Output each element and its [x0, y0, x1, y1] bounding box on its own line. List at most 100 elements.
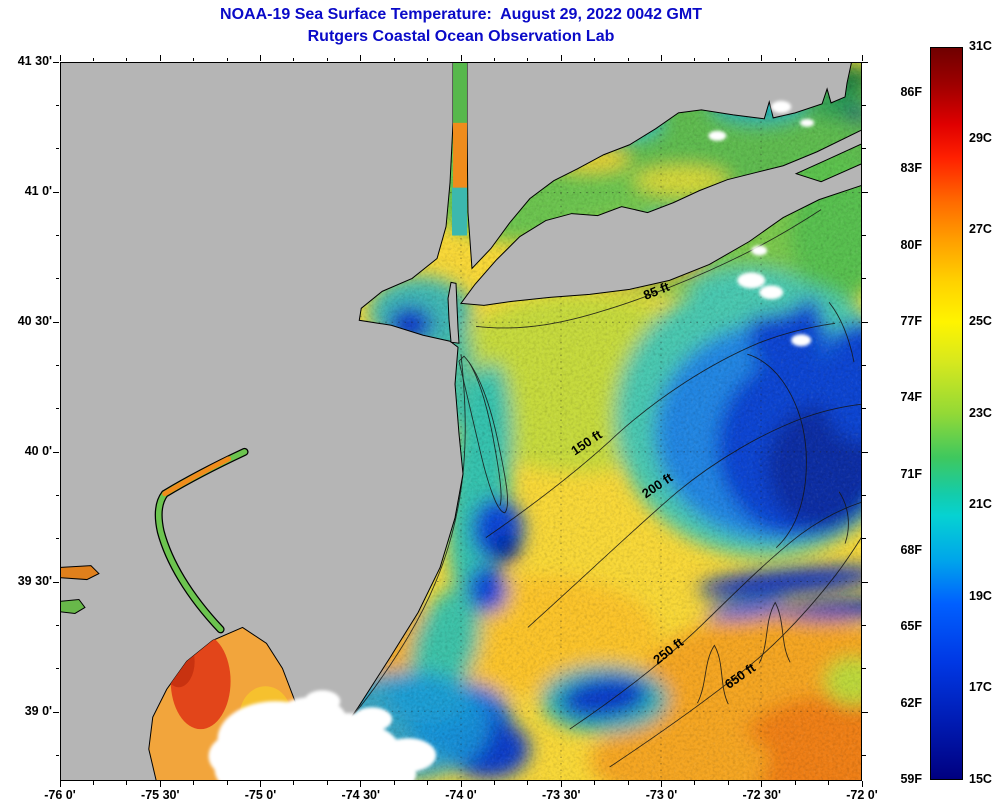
x-axis-minor-tick — [126, 57, 128, 61]
x-axis-minor-tick — [393, 57, 395, 61]
y-axis-minor-tick — [55, 668, 59, 670]
chesapeake-bay-edge — [61, 565, 100, 614]
y-axis-tick — [862, 581, 868, 583]
figure-header: NOAA-19 Sea Surface Temperature: August … — [60, 6, 862, 46]
x-axis-tick-label: -75 30' — [141, 788, 180, 802]
colorbar-celsius-label: 21C — [969, 497, 992, 512]
y-axis-minor-tick — [862, 278, 866, 280]
colorbar-fahrenheit-label: 74F — [900, 390, 922, 405]
temperature-colorbar — [930, 47, 963, 780]
x-axis-minor-tick — [794, 781, 796, 785]
x-axis-tick — [661, 55, 662, 61]
y-axis-minor-tick — [862, 408, 866, 410]
colorbar-celsius-label: 23C — [969, 405, 992, 420]
x-axis-minor-tick — [193, 781, 195, 785]
y-axis-minor-tick — [55, 408, 59, 410]
x-axis-minor-tick — [393, 781, 395, 785]
colorbar-celsius-label: 31C — [969, 39, 992, 53]
x-axis-minor-tick — [493, 57, 495, 61]
x-axis-minor-tick — [594, 57, 596, 61]
x-axis-tick — [59, 55, 61, 61]
y-axis-minor-tick — [862, 234, 866, 236]
x-axis-minor-tick — [694, 57, 696, 61]
x-axis-minor-tick — [193, 57, 195, 61]
x-axis-tick — [761, 55, 763, 61]
y-axis-minor-tick — [862, 538, 866, 540]
y-axis-tick — [862, 451, 868, 453]
hudson-river — [452, 63, 467, 236]
x-axis-tick — [761, 781, 763, 787]
colorbar-celsius-label: 15C — [969, 772, 992, 786]
y-axis-tick-label: 40 30' — [17, 314, 52, 328]
colorbar-fahrenheit-label: 59F — [900, 772, 922, 786]
figure-title: NOAA-19 Sea Surface Temperature: August … — [220, 6, 702, 23]
x-axis-tick — [861, 781, 863, 787]
y-axis-tick — [862, 711, 868, 713]
x-axis-minor-tick — [527, 781, 529, 785]
colorbar-celsius-label: 17C — [969, 680, 992, 695]
x-axis-tick — [59, 781, 61, 787]
x-axis-minor-tick — [293, 57, 295, 61]
y-axis-tick — [53, 581, 59, 583]
colorbar-fahrenheit-label: 71F — [900, 466, 922, 481]
x-axis-minor-tick — [293, 781, 295, 785]
y-axis-minor-tick — [862, 364, 866, 366]
land-connecticut — [466, 63, 852, 270]
y-axis-tick — [53, 61, 59, 63]
depth-contours — [320, 209, 861, 768]
sandy-hook-spit — [447, 281, 460, 344]
y-axis-minor-tick — [55, 148, 59, 150]
colorbar-fahrenheit-label: 62F — [900, 695, 922, 710]
x-axis-tick-label: -73 30' — [542, 788, 581, 802]
y-axis-minor-tick — [862, 754, 866, 756]
y-axis-minor-tick — [55, 234, 59, 236]
colorbar-fahrenheit-label: 83F — [900, 161, 922, 176]
x-axis-minor-tick — [727, 57, 729, 61]
y-axis-minor-tick — [862, 624, 866, 626]
sst-map-svg: 85 ft 150 ft 200 ft 250 ft 650 ft — [61, 63, 861, 780]
y-axis-minor-tick — [55, 624, 59, 626]
x-axis-tick-label: -76 0' — [44, 788, 76, 802]
x-axis-minor-tick — [326, 781, 328, 785]
x-axis-minor-tick — [493, 781, 495, 785]
x-axis-tick-label: -74 0' — [445, 788, 477, 802]
x-axis-tick — [360, 781, 362, 787]
x-axis-minor-tick — [326, 57, 328, 61]
x-axis-minor-tick — [727, 781, 729, 785]
x-axis-minor-tick — [527, 57, 529, 61]
x-axis-tick-label: -72 30' — [742, 788, 781, 802]
x-axis-minor-tick — [627, 781, 629, 785]
y-axis-minor-tick — [862, 494, 866, 496]
y-axis-tick — [53, 711, 59, 713]
x-axis-tick — [460, 55, 462, 61]
y-axis-tick — [53, 321, 59, 323]
colorbar-fahrenheit-label: 86F — [900, 84, 922, 99]
y-axis-minor-tick — [862, 104, 866, 106]
x-axis-tick — [360, 55, 362, 61]
y-axis-tick — [53, 451, 59, 453]
y-axis-minor-tick — [55, 494, 59, 496]
x-axis-minor-tick — [92, 781, 94, 785]
colorbar-fahrenheit-label: 77F — [900, 313, 922, 328]
x-axis-minor-tick — [427, 57, 429, 61]
x-axis-tick — [560, 781, 562, 787]
x-axis-tick-label: -72 0' — [846, 788, 878, 802]
y-axis-tick-label: 40 0' — [24, 444, 52, 458]
x-axis-tick — [661, 781, 662, 787]
y-axis-tick-label: 39 0' — [24, 704, 52, 718]
x-axis-tick — [460, 781, 462, 787]
y-axis-minor-tick — [862, 148, 866, 150]
y-axis-tick — [862, 61, 868, 63]
x-axis-minor-tick — [828, 781, 830, 785]
x-axis-tick — [560, 55, 562, 61]
x-axis-minor-tick — [794, 57, 796, 61]
x-axis-minor-tick — [594, 781, 596, 785]
land-mass — [61, 63, 861, 780]
figure-subtitle: Rutgers Coastal Ocean Observation Lab — [307, 28, 615, 45]
colorbar-celsius-label: 25C — [969, 313, 992, 328]
y-axis-minor-tick — [55, 278, 59, 280]
x-axis-minor-tick — [226, 57, 228, 61]
map-plot-area: 85 ft 150 ft 200 ft 250 ft 650 ft — [60, 62, 862, 781]
colorbar-fahrenheit-label: 80F — [900, 237, 922, 252]
